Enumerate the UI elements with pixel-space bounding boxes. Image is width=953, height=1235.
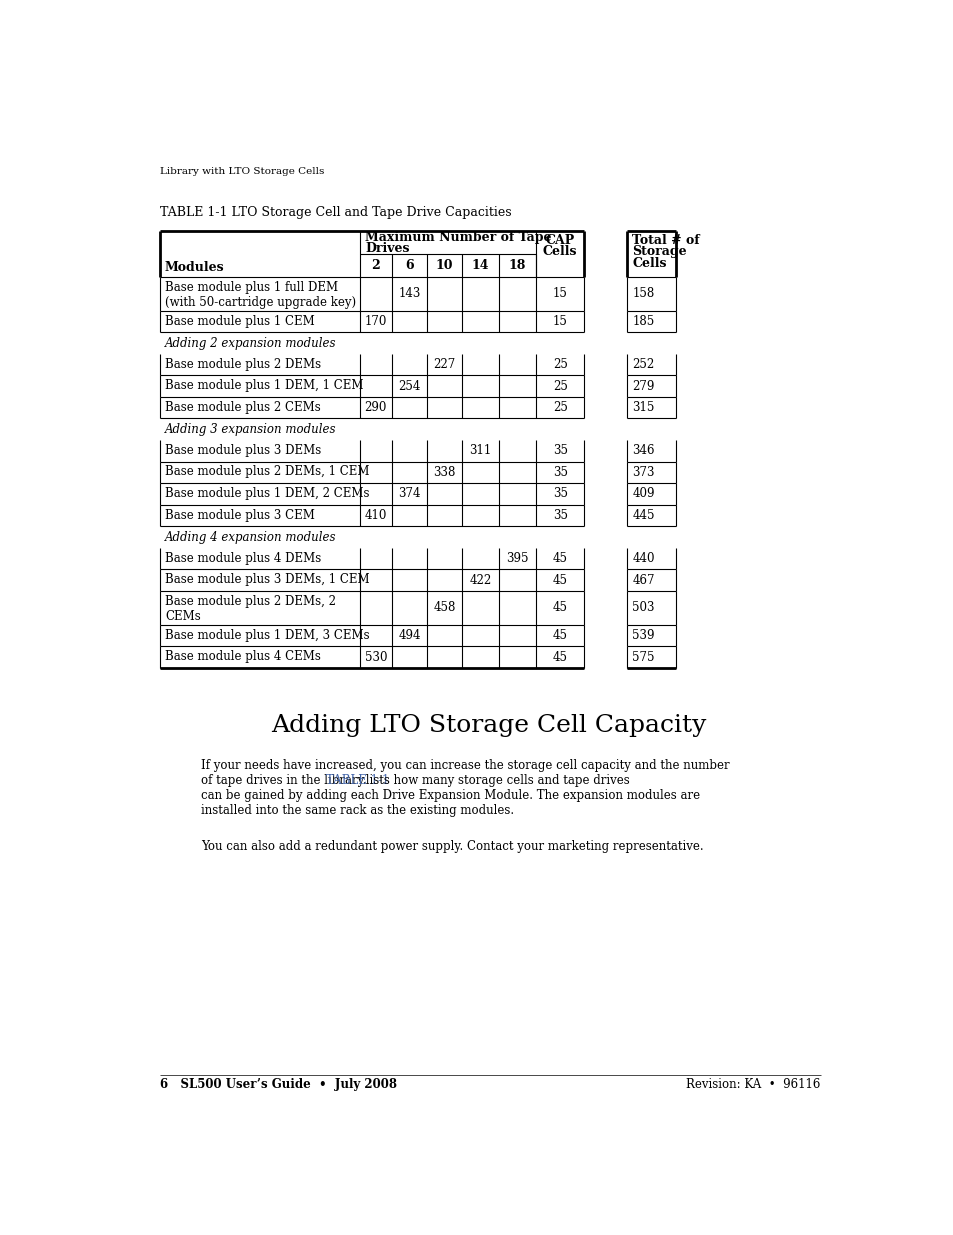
Text: Cells: Cells [632,257,666,269]
Text: 158: 158 [632,288,654,300]
Text: Base module plus 1 DEM, 3 CEMs: Base module plus 1 DEM, 3 CEMs [165,629,369,642]
Text: Base module plus 3 DEMs: Base module plus 3 DEMs [165,443,321,457]
Text: 25: 25 [552,358,567,370]
Text: Base module plus 1 CEM: Base module plus 1 CEM [165,315,314,327]
Text: lists how many storage cells and tape drives: lists how many storage cells and tape dr… [361,774,629,787]
Text: CAP: CAP [545,235,575,247]
Text: 18: 18 [508,259,526,272]
Text: Base module plus 1 DEM, 2 CEMs: Base module plus 1 DEM, 2 CEMs [165,487,369,500]
Text: 409: 409 [632,488,654,500]
Text: Adding 4 expansion modules: Adding 4 expansion modules [165,531,336,543]
Text: 338: 338 [433,466,456,479]
Text: 10: 10 [436,259,453,272]
Text: 467: 467 [632,574,654,587]
Text: 445: 445 [632,509,654,522]
Text: 35: 35 [552,509,567,522]
Text: TABLE 1-1 LTO Storage Cell and Tape Drive Capacities: TABLE 1-1 LTO Storage Cell and Tape Driv… [159,206,511,219]
Text: Base module plus 1 full DEM
(with 50-cartridge upgrade key): Base module plus 1 full DEM (with 50-car… [165,280,355,309]
Text: 6   SL500 User’s Guide  •  July 2008: 6 SL500 User’s Guide • July 2008 [159,1078,396,1092]
Text: 440: 440 [632,552,654,566]
Text: 279: 279 [632,379,654,393]
Text: 2: 2 [371,259,379,272]
Text: 35: 35 [552,466,567,479]
Text: 45: 45 [552,552,567,566]
Text: 15: 15 [552,288,567,300]
Text: 6: 6 [405,259,414,272]
Text: TABLE 1-1: TABLE 1-1 [325,774,389,787]
Text: 539: 539 [632,629,654,642]
Text: 170: 170 [364,315,387,329]
Text: 410: 410 [364,509,387,522]
Text: 374: 374 [397,488,420,500]
Text: can be gained by adding each Drive Expansion Module. The expansion modules are: can be gained by adding each Drive Expan… [200,789,699,802]
Text: Storage: Storage [632,246,686,258]
Text: 373: 373 [632,466,654,479]
Text: 25: 25 [552,401,567,414]
Text: You can also add a redundant power supply. Contact your marketing representative: You can also add a redundant power suppl… [200,841,702,853]
Text: Base module plus 2 DEMs, 2
CEMs: Base module plus 2 DEMs, 2 CEMs [165,595,335,622]
Text: 494: 494 [397,629,420,642]
Text: Total # of: Total # of [632,233,700,247]
Text: Library with LTO Storage Cells: Library with LTO Storage Cells [159,168,324,177]
Text: Base module plus 2 DEMs: Base module plus 2 DEMs [165,358,321,370]
Text: Base module plus 2 DEMs, 1 CEM: Base module plus 2 DEMs, 1 CEM [165,466,369,478]
Text: Cells: Cells [542,246,577,258]
Text: 15: 15 [552,315,567,329]
Text: 395: 395 [506,552,528,566]
Text: Maximum Number of Tape: Maximum Number of Tape [365,231,551,245]
Text: 311: 311 [469,445,491,457]
Text: Adding 3 expansion modules: Adding 3 expansion modules [165,422,336,436]
Text: 45: 45 [552,651,567,663]
Text: Base module plus 3 CEM: Base module plus 3 CEM [165,509,314,521]
Text: 185: 185 [632,315,654,329]
Text: 45: 45 [552,601,567,614]
Text: 25: 25 [552,379,567,393]
Text: 458: 458 [433,601,456,614]
Text: of tape drives in the library.: of tape drives in the library. [200,774,370,787]
Text: Base module plus 4 CEMs: Base module plus 4 CEMs [165,651,320,663]
Text: 143: 143 [398,288,420,300]
Text: 252: 252 [632,358,654,370]
Text: 346: 346 [632,445,654,457]
Text: 530: 530 [364,651,387,663]
Text: 35: 35 [552,488,567,500]
Text: 227: 227 [433,358,455,370]
Text: Base module plus 3 DEMs, 1 CEM: Base module plus 3 DEMs, 1 CEM [165,573,369,587]
Text: installed into the same rack as the existing modules.: installed into the same rack as the exis… [200,804,514,816]
Text: Modules: Modules [165,261,224,274]
Text: Base module plus 1 DEM, 1 CEM: Base module plus 1 DEM, 1 CEM [165,379,363,393]
Text: Adding LTO Storage Cell Capacity: Adding LTO Storage Cell Capacity [271,714,706,737]
Text: 422: 422 [469,574,491,587]
Text: 35: 35 [552,445,567,457]
Text: Revision: KA  •  96116: Revision: KA • 96116 [685,1078,820,1092]
Text: 45: 45 [552,574,567,587]
Text: 503: 503 [632,601,654,614]
Text: 290: 290 [364,401,387,414]
Text: 575: 575 [632,651,654,663]
Text: If your needs have increased, you can increase the storage cell capacity and the: If your needs have increased, you can in… [200,758,728,772]
Text: 14: 14 [471,259,489,272]
Text: Base module plus 4 DEMs: Base module plus 4 DEMs [165,552,321,564]
Text: Adding 2 expansion modules: Adding 2 expansion modules [165,336,336,350]
Text: Base module plus 2 CEMs: Base module plus 2 CEMs [165,401,320,414]
Text: Drives: Drives [365,242,409,254]
Text: 315: 315 [632,401,654,414]
Text: 45: 45 [552,629,567,642]
Text: 254: 254 [398,379,420,393]
